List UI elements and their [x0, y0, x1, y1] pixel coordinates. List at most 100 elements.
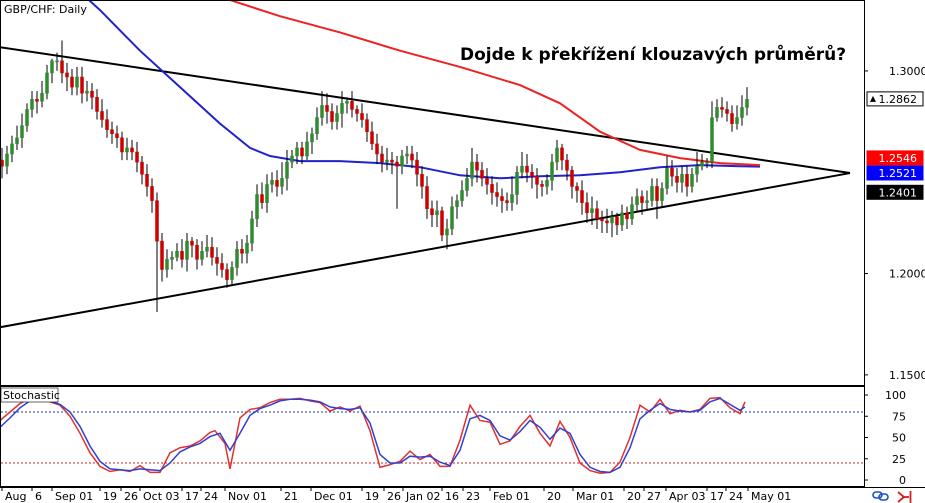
candle-bull [510, 194, 514, 203]
price-badge-bg [866, 165, 924, 181]
candle-bull [465, 178, 469, 191]
candle-bull [650, 186, 654, 201]
candle-bear [720, 107, 724, 110]
candle-bear [110, 129, 114, 134]
candle-bear [615, 216, 619, 226]
time-tick-label: Mar 01 [576, 490, 614, 503]
candle-bull [280, 178, 284, 187]
candle-bull [25, 109, 29, 126]
candle-bear [505, 200, 509, 203]
candle-bear [330, 111, 334, 122]
stochastic-tick-label: 25 [892, 453, 906, 466]
candle-bull [690, 174, 694, 187]
candle-bull [45, 72, 49, 94]
candle-bear [440, 210, 444, 236]
stochastic-line-d [1, 397, 746, 474]
candle-bull [630, 204, 634, 220]
time-tick-label: May 01 [751, 490, 791, 503]
candle-bull [680, 174, 684, 183]
candle-bull [740, 107, 744, 118]
up-arrow-icon [870, 95, 876, 102]
candle-bear [190, 240, 194, 246]
time-tick-label: 26 [124, 490, 138, 503]
candle-bear [80, 76, 84, 94]
candle-bear [380, 153, 384, 163]
time-tick-label: Feb 01 [493, 490, 530, 503]
trendlines-layer [1, 46, 851, 329]
candle-bull [515, 171, 519, 195]
candle-bear [420, 174, 424, 187]
candle-bear [130, 147, 134, 153]
candle-bull [620, 212, 624, 226]
candle-bear [430, 208, 434, 216]
candle-bull [445, 228, 449, 236]
candle-bear [730, 113, 734, 124]
candle-bear [260, 194, 264, 203]
candle-bear [395, 161, 399, 167]
candle-bear [120, 137, 124, 153]
candle-bear [105, 119, 109, 130]
time-tick-label: 20 [627, 490, 641, 503]
link-icon[interactable] [872, 491, 889, 501]
indicator-label-box [0, 387, 59, 403]
candle-bull [245, 242, 249, 254]
candle-bear [220, 263, 224, 270]
candle-bull [345, 101, 349, 104]
candle-bull [700, 161, 704, 167]
arrow-right-icon[interactable] [897, 491, 912, 503]
candle-bear [560, 147, 564, 161]
price-badge-bg [866, 91, 924, 107]
candle-bull [340, 103, 344, 114]
stochastic-tick-label: 0 [899, 474, 906, 487]
candle-bear [325, 105, 329, 112]
candle-bear [365, 119, 369, 132]
candle-bull [55, 60, 59, 63]
candle-bull [745, 99, 749, 108]
candle-bull [550, 161, 554, 181]
time-tick-label: 17 [185, 490, 199, 503]
candle-bear [70, 76, 74, 88]
candle-bull [165, 259, 169, 270]
candle-bull [635, 196, 639, 205]
candle-bull [435, 210, 439, 216]
candle-bull [205, 246, 209, 252]
stochastic-tick-label: 75 [892, 410, 906, 423]
time-tick-label: Jan 02 [405, 490, 440, 503]
time-tick-label: Aug [5, 490, 26, 503]
candle-bear [425, 186, 429, 209]
candle-bear [675, 176, 679, 183]
candle-bull [265, 184, 269, 203]
candle-bear [145, 174, 149, 187]
candle-bear [90, 90, 94, 98]
candle-bear [485, 178, 489, 185]
candle-bull [555, 147, 559, 163]
price-tick-label: 1.3000 [889, 65, 925, 78]
candle-bear [300, 147, 304, 157]
candle-bear [240, 248, 244, 254]
time-tick-label: Dec 01 [314, 490, 353, 503]
price-badges-layer: 1.2862 1.2546 1.2521 1.2401 [866, 91, 924, 200]
time-tick-label: 24 [729, 490, 743, 503]
time-tick-label: 26 [387, 490, 401, 503]
candle-bear [500, 196, 504, 201]
candle-bear [360, 113, 364, 120]
price-pane[interactable] [0, 0, 865, 386]
candle-bull [230, 267, 234, 280]
time-tick-label: Sep 01 [55, 490, 93, 503]
candle-bear [180, 251, 184, 260]
axes-layer: 1.3000 1.2000 1.1500 100 75 50 25 0 Aug 6 Sep 01 19… [1, 65, 925, 503]
candle-bear [595, 208, 599, 220]
candle-bull [695, 165, 699, 175]
candle-bear [685, 174, 689, 187]
candle-bull [15, 137, 19, 145]
candle-bull [30, 99, 34, 110]
time-tick-label: 16 [445, 490, 459, 503]
time-tick-label: Oct 03 [143, 490, 180, 503]
candle-bull [335, 113, 339, 122]
candle-bull [385, 159, 389, 163]
time-tick-label: 27 [647, 490, 661, 503]
candle-bear [640, 196, 644, 203]
stochastic-tick-label: 50 [892, 432, 906, 445]
symbol-label: GBP/CHF: Daily [4, 3, 87, 16]
